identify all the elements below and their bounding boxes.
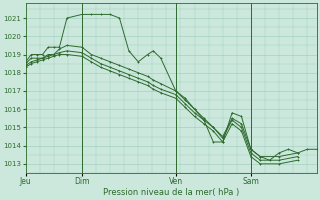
X-axis label: Pression niveau de la mer( hPa ): Pression niveau de la mer( hPa ) [103, 188, 239, 197]
